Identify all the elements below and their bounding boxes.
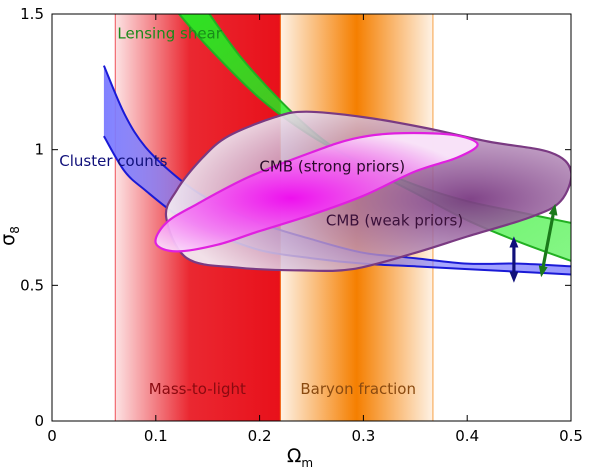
x-tick-label-2: 0.2: [248, 427, 272, 445]
y-tick-label-3: 1.5: [20, 5, 44, 23]
x-tick-label-0: 0: [47, 427, 57, 445]
svg-text:σ8: σ8: [0, 226, 22, 246]
plot-area: Lensing shear Cluster counts CMB (weak pri…: [59, 14, 571, 421]
label-cmb-weak-priors: CMB (weak priors): [326, 212, 463, 230]
labels-layer: Lensing shear Cluster counts CMB (weak pri…: [59, 24, 463, 397]
x-axis-label: Ωm: [287, 445, 313, 470]
x-axis-label-sub: m: [301, 456, 313, 470]
label-mass-to-light: Mass-to-light: [149, 380, 246, 398]
label-cmb-strong-priors: CMB (strong priors): [259, 157, 405, 175]
x-tick-label-3: 0.3: [351, 427, 375, 445]
arrows-layer: [509, 203, 558, 283]
label-baryon-fraction: Baryon fraction: [300, 380, 416, 398]
label-lensing-shear: Lensing shear: [117, 24, 222, 42]
green-arrow: [538, 203, 558, 278]
x-axis-label-main: Ω: [287, 445, 302, 467]
y-axis-label: σ8: [0, 226, 22, 246]
y-axis-label-main: σ: [0, 234, 19, 246]
x-tick-label-4: 0.4: [455, 427, 479, 445]
x-tick-label-1: 0.1: [144, 427, 168, 445]
contour-cmb-strong-priors: [154, 131, 479, 253]
ticks-layer: 0 0.1 0.2 0.3 0.4 0.5 0 0.5 1 1.5: [20, 5, 583, 445]
y-tick-label-2: 1: [34, 141, 44, 159]
contours-layer: [154, 110, 571, 273]
y-axis-label-sub: 8: [8, 226, 22, 234]
plot-frame: [51, 13, 572, 422]
y-tick-label-1: 0.5: [20, 276, 44, 294]
region-lensing-shear: [179, 14, 571, 261]
label-cluster-counts: Cluster counts: [59, 152, 167, 170]
x-tick-label-5: 0.5: [559, 427, 583, 445]
y-tick-label-0: 0: [34, 412, 44, 430]
